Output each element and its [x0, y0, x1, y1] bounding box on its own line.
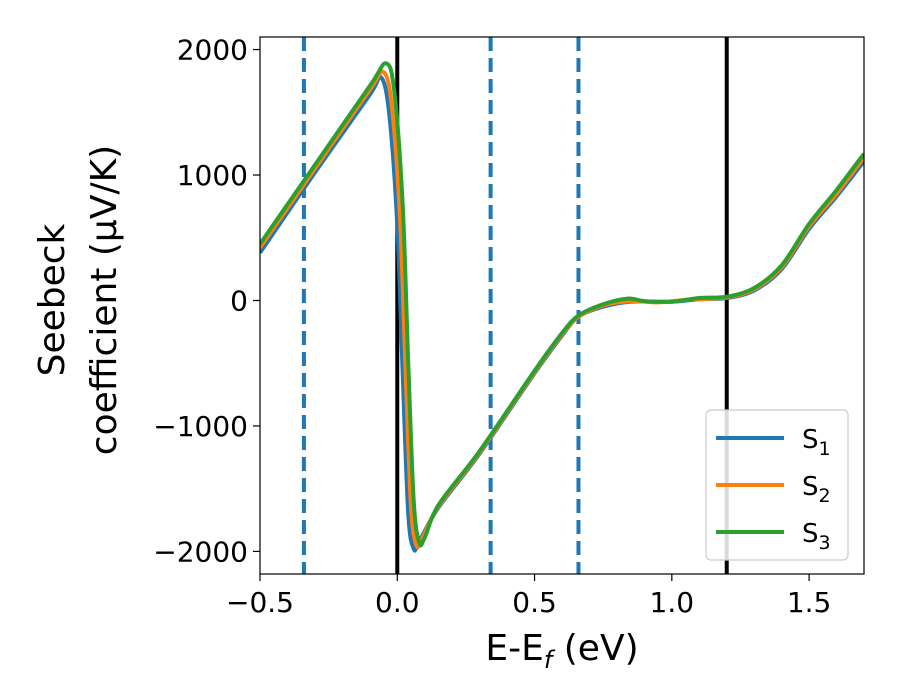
- legend-label-s2: S2: [802, 472, 831, 507]
- legend: S1 S2 S3: [705, 409, 849, 561]
- x-tick-label: −0.5: [226, 586, 294, 619]
- legend-label-s3: S3: [802, 519, 831, 554]
- x-tick-label: 0.5: [512, 586, 557, 619]
- y-axis-label: Seebeck coefficient (μV/K): [32, 145, 125, 455]
- legend-label-s1: S1: [802, 425, 831, 460]
- y-axis-label-line1: Seebeck: [32, 223, 73, 376]
- y-tick-label: 1000: [177, 159, 248, 192]
- y-axis-label-line2: coefficient (μV/K): [84, 145, 125, 455]
- x-tick-label: 1.5: [787, 586, 832, 619]
- y-tick-label: 2000: [177, 34, 248, 67]
- y-axis-ticks: −2000 −1000 0 1000 2000: [153, 34, 260, 568]
- y-tick-label: −2000: [153, 535, 248, 568]
- vertical-reference-lines: [301, 37, 729, 574]
- x-tick-label: 1.0: [650, 586, 695, 619]
- y-tick-label: 0: [230, 284, 248, 317]
- series-line-s3: [260, 61, 864, 548]
- y-tick-label: −1000: [153, 410, 248, 443]
- x-axis-label: E-Ef (eV): [485, 628, 638, 674]
- plot-frame: [259, 36, 865, 575]
- series-group: [260, 61, 864, 553]
- x-tick-label: 0.0: [375, 586, 420, 619]
- x-axis-ticks: −0.5 0.0 0.5 1.0 1.5: [226, 574, 831, 619]
